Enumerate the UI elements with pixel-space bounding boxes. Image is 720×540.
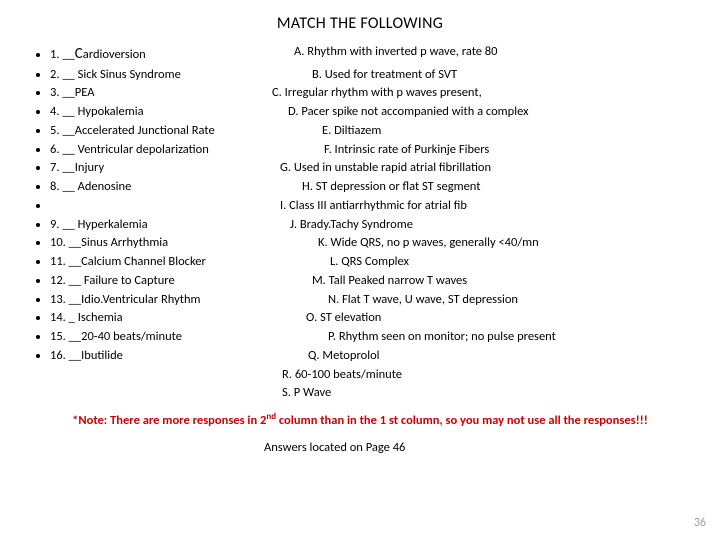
- list-item: 15. __20-40 beats/minute P. Rhythm seen o…: [50, 328, 696, 347]
- list-item: 9. __ Hyperkalemia J. Brady.Tachy Syndrom…: [50, 216, 696, 235]
- note-text: *Note: There are more responses in 2nd c…: [24, 411, 696, 428]
- question-left: 2. __ Sick Sinus Syndrome: [50, 66, 181, 85]
- list-item: 8. __ Adenosine H. ST depression or flat …: [50, 178, 696, 197]
- answer-right: A. Rhythm with inverted p wave, rate 80: [294, 43, 497, 62]
- note-suffix: column than in the 1 st column, so you m…: [276, 413, 648, 428]
- answer-right: H. ST depression or flat ST segment: [302, 178, 480, 197]
- list-item: 11. __Calcium Channel Blocker L. QRS Comp…: [50, 253, 696, 272]
- answer-right: M. Tall Peaked narrow T waves: [312, 272, 467, 291]
- answer-right: I. Class III antiarrhythmic for atrial f…: [280, 197, 467, 216]
- question-left: 11. __Calcium Channel Blocker: [50, 253, 206, 272]
- list-item: 1. __Cardioversion A. Rhythm with inverte…: [50, 43, 696, 66]
- list-item: 6. __ Ventricular depolarization F. Intri…: [50, 141, 696, 160]
- page-title: MATCH THE FOLLOWING: [24, 14, 696, 33]
- answer-right: G. Used in unstable rapid atrial fibrill…: [280, 159, 491, 178]
- answer-right: Q. Metoprolol: [308, 347, 380, 366]
- question-left: 10. __Sinus Arrhythmia: [50, 234, 168, 253]
- extra-response-item: R. 60-100 beats/minute: [282, 366, 696, 385]
- answers-pointer: Answers located on Page 46: [264, 440, 696, 455]
- list-item: 3. __PEA C. Irregular rhythm with p waves…: [50, 84, 696, 103]
- question-left: 13. __Idio.Ventricular Rhythm: [50, 291, 201, 310]
- list-item: 7. __Injury G. Used in unstable rapid atr…: [50, 159, 696, 178]
- answer-right: F. Intrinsic rate of Purkinje Fibers: [324, 141, 489, 160]
- answer-right: K. Wide QRS, no p waves, generally <40/m…: [318, 234, 539, 253]
- question-left: 6. __ Ventricular depolarization: [50, 141, 209, 160]
- list-item: 16. __Ibutilide Q. Metoprolol: [50, 347, 696, 366]
- list-item: 12. __ Failure to Capture M. Tall Peaked …: [50, 272, 696, 291]
- list-item: 14. _ Ischemia O. ST elevation: [50, 309, 696, 328]
- match-list: 1. __Cardioversion A. Rhythm with inverte…: [24, 43, 696, 366]
- answer-right: C. Irregular rhythm with p waves present…: [272, 84, 482, 103]
- list-item: 4. __ Hypokalemia D. Pacer spike not acco…: [50, 103, 696, 122]
- list-item: 10. __Sinus Arrhythmia K. Wide QRS, no p …: [50, 234, 696, 253]
- answer-right: D. Pacer spike not accompanied with a co…: [288, 103, 529, 122]
- extra-response-item: S. P Wave: [282, 384, 696, 403]
- question-left: 3. __PEA: [50, 84, 94, 103]
- question-left: 8. __ Adenosine: [50, 178, 131, 197]
- question-left: 5. __Accelerated Junctional Rate: [50, 122, 215, 141]
- question-left: 7. __Injury: [50, 159, 104, 178]
- note-sup: nd: [266, 411, 276, 422]
- question-left: 9. __ Hyperkalemia: [50, 216, 148, 235]
- question-left: 4. __ Hypokalemia: [50, 103, 144, 122]
- answer-right: E. Diltiazem: [322, 122, 381, 141]
- note-prefix: *Note: There are more responses in 2: [72, 413, 266, 428]
- question-left: 16. __Ibutilide: [50, 347, 123, 366]
- question-left: 1. __Cardioversion: [50, 43, 146, 66]
- answer-right: P. Rhythm seen on monitor; no pulse pres…: [328, 328, 556, 347]
- question-left: 15. __20-40 beats/minute: [50, 328, 182, 347]
- answer-right: J. Brady.Tachy Syndrome: [290, 216, 413, 235]
- extra-responses: R. 60-100 beats/minuteS. P Wave: [24, 366, 696, 404]
- question-left: 12. __ Failure to Capture: [50, 272, 175, 291]
- answer-right: N. Flat T wave, U wave, ST depression: [328, 291, 518, 310]
- answer-right: L. QRS Complex: [330, 253, 409, 272]
- page-number: 36: [694, 516, 706, 530]
- answer-right: B. Used for treatment of SVT: [312, 66, 457, 85]
- list-item: I. Class III antiarrhythmic for atrial f…: [50, 197, 696, 216]
- answer-right: O. ST elevation: [306, 309, 381, 328]
- list-item: 2. __ Sick Sinus Syndrome B. Used for tre…: [50, 66, 696, 85]
- list-item: 5. __Accelerated Junctional Rate E. Dilti…: [50, 122, 696, 141]
- question-left: 14. _ Ischemia: [50, 309, 123, 328]
- list-item: 13. __Idio.Ventricular Rhythm N. Flat T w…: [50, 291, 696, 310]
